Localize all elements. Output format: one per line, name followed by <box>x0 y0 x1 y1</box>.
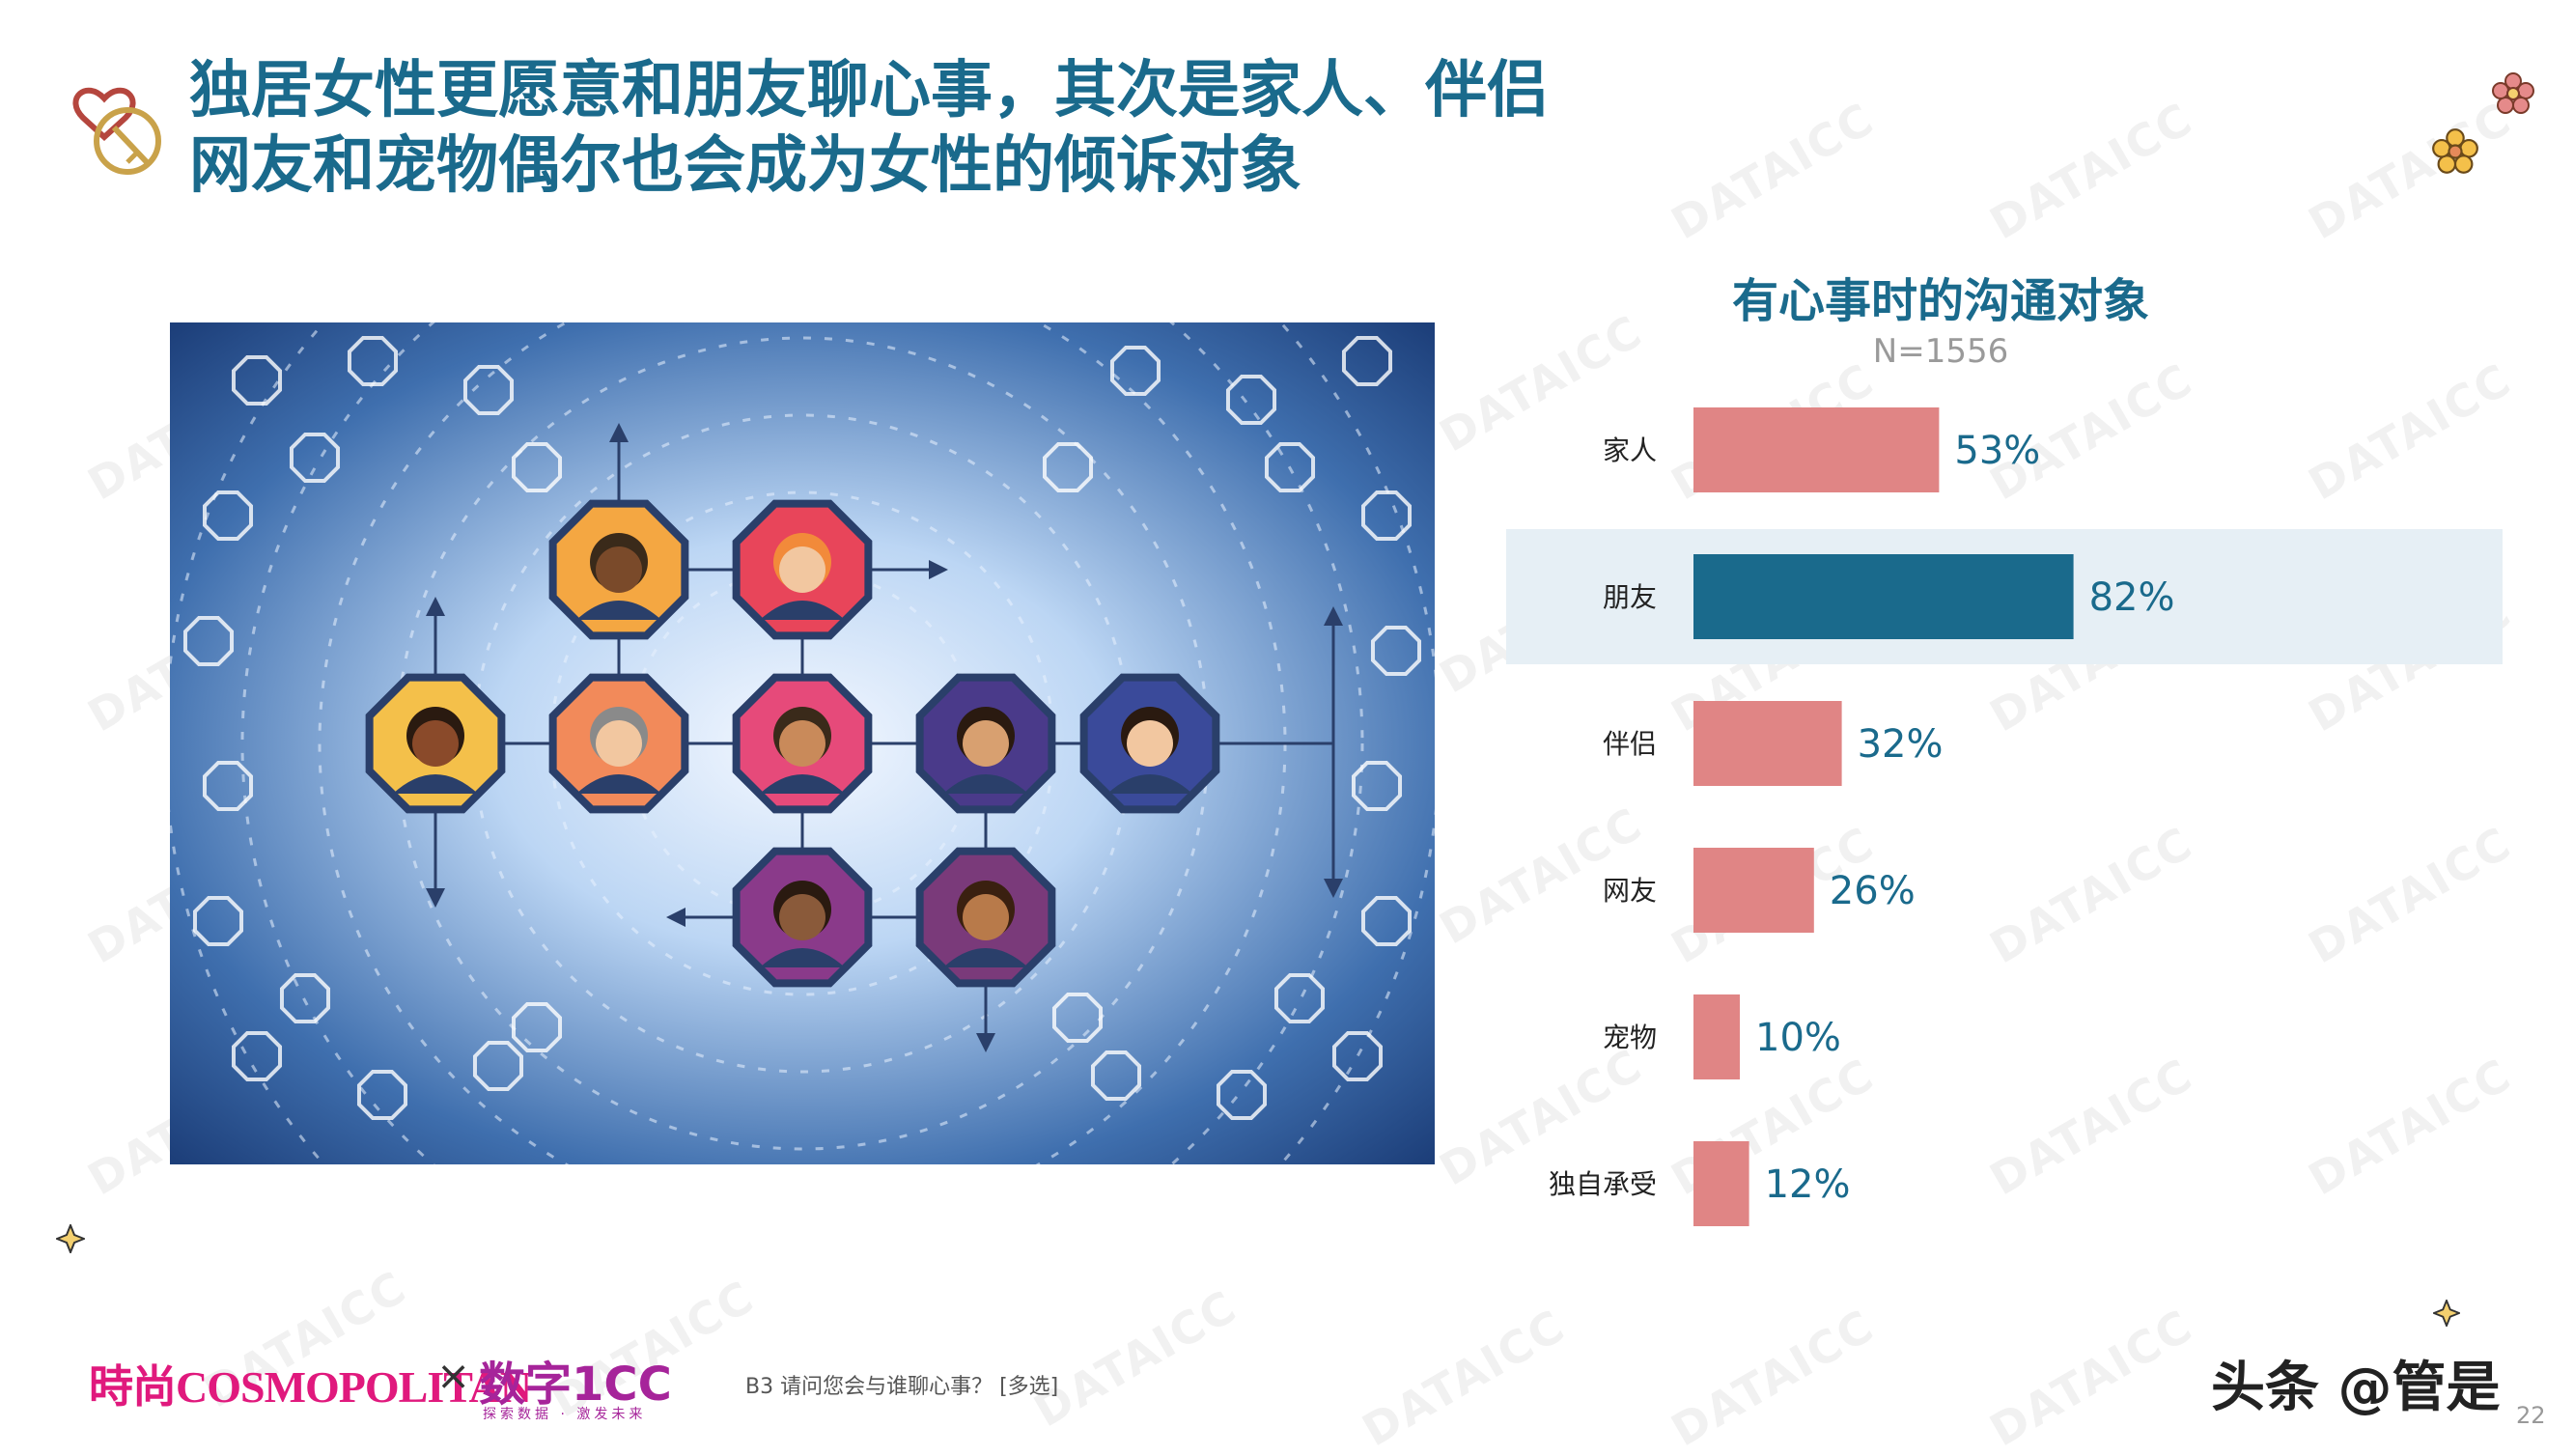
hex-ring <box>1331 1030 1384 1082</box>
hex-ring <box>1090 1050 1142 1102</box>
value-label: 10% <box>1755 1016 1841 1060</box>
watermark-text: DATAICC <box>1663 92 1884 250</box>
hex-ring <box>1264 441 1316 493</box>
hex-ring <box>1360 895 1413 947</box>
shuzi100-logo-sub: 探索数据 · 激发未来 <box>483 1407 647 1422</box>
category-label: 伴侣 <box>1603 728 1657 760</box>
network-people-illustration <box>170 322 1435 1164</box>
person-node <box>732 847 873 988</box>
category-label: 家人 <box>1603 434 1657 466</box>
heart-key-icon <box>68 70 174 185</box>
chart-title: 有心事时的沟通对象 <box>1731 274 2149 328</box>
person-node <box>732 499 873 640</box>
page-title-line1: 独居女性更愿意和朋友聊心事，其次是家人、伴侣 <box>189 54 1549 126</box>
hex-ring <box>1351 760 1403 812</box>
bar <box>1693 1141 1749 1226</box>
chart-subtitle: N=1556 <box>1872 332 2009 371</box>
watermark-text: DATAICC <box>1981 92 2202 250</box>
hex-ring <box>231 354 283 406</box>
value-label: 26% <box>1830 869 1916 913</box>
sparkle-icon <box>2431 1298 2462 1330</box>
page-title-line2: 网友和宠物偶尔也会成为女性的倾诉对象 <box>189 129 1301 202</box>
hex-ring <box>462 364 515 416</box>
hex-ring <box>1042 441 1094 493</box>
logo-times: × <box>436 1352 471 1399</box>
hex-ring <box>1273 972 1326 1024</box>
hex-ring <box>511 1001 563 1053</box>
hex-ring <box>1225 374 1277 426</box>
hex-ring <box>289 432 341 484</box>
value-label: 53% <box>1954 429 2040 473</box>
value-label: 32% <box>1858 722 1944 767</box>
bar-chart: 家人 53% 朋友 82% 伴侣 32% 网友 26% 宠物 10% 独自承受 12% <box>1506 407 2503 1226</box>
category-label: 朋友 <box>1603 581 1657 613</box>
watermark-text: DATAICC <box>1025 1279 1246 1438</box>
hex-ring <box>356 1069 408 1121</box>
person-node <box>548 499 689 640</box>
survey-question: B3 请问您会与谁聊心事？ [多选] <box>745 1375 1059 1399</box>
category-label: 网友 <box>1603 875 1657 907</box>
hex-ring <box>202 760 254 812</box>
person-node <box>915 847 1056 988</box>
person-node <box>732 673 873 814</box>
hex-ring <box>1370 625 1422 677</box>
credit-watermark: 头条 @管是 <box>2211 1357 2501 1419</box>
bar <box>1693 994 1740 1079</box>
value-label: 12% <box>1765 1162 1851 1207</box>
hex-ring <box>1109 345 1161 397</box>
bar <box>1693 407 1940 492</box>
watermark-text: DATAICC <box>1981 1299 2202 1456</box>
person-node <box>1079 673 1220 814</box>
person-node <box>365 673 506 814</box>
watermark-text: DATAICC <box>1663 1299 1884 1456</box>
flower-icon <box>2491 71 2535 120</box>
hex-ring <box>1360 490 1413 542</box>
flower-icon <box>2431 127 2479 180</box>
bar <box>1693 554 2074 639</box>
person-node <box>548 673 689 814</box>
hex-ring <box>1341 335 1393 387</box>
value-label: 82% <box>2089 575 2175 620</box>
page-number: 22 <box>2516 1402 2546 1429</box>
watermark-text: DATAICC <box>1354 1299 1575 1456</box>
sparkle-icon <box>54 1222 87 1257</box>
cosmopolitan-logo: 時尚COSMOPOLITAN <box>89 1362 532 1412</box>
bar <box>1693 701 1842 786</box>
hex-ring <box>182 615 235 667</box>
hex-ring <box>231 1030 283 1082</box>
hex-ring <box>192 895 244 947</box>
category-label: 宠物 <box>1603 1022 1657 1053</box>
hex-ring <box>511 441 563 493</box>
bar <box>1693 848 1814 933</box>
person-node <box>915 673 1056 814</box>
shuzi100-logo: 数字1CC <box>479 1358 672 1412</box>
hex-ring <box>1051 992 1104 1044</box>
category-label: 独自承受 <box>1549 1168 1657 1200</box>
hex-ring <box>202 490 254 542</box>
hex-ring <box>279 972 331 1024</box>
hex-ring <box>1216 1069 1268 1121</box>
watermark-text: DATAICC <box>2300 92 2521 250</box>
hex-ring <box>472 1040 524 1092</box>
hex-ring <box>347 335 399 387</box>
